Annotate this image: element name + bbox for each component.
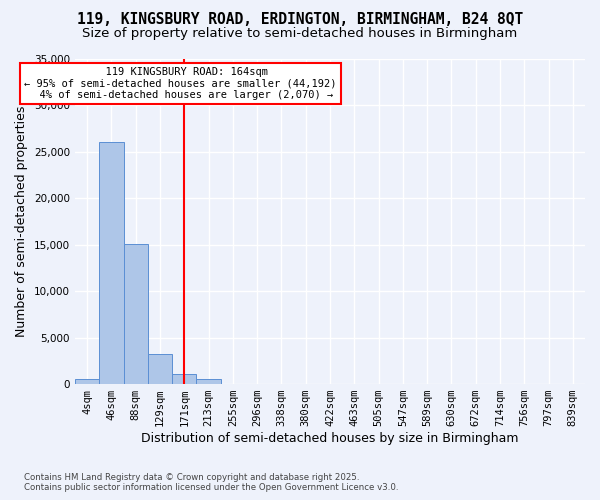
Text: 119 KINGSBURY ROAD: 164sqm
← 95% of semi-detached houses are smaller (44,192)
  : 119 KINGSBURY ROAD: 164sqm ← 95% of semi… <box>25 67 337 100</box>
Bar <box>75 380 99 384</box>
Y-axis label: Number of semi-detached properties: Number of semi-detached properties <box>16 106 28 337</box>
Text: Size of property relative to semi-detached houses in Birmingham: Size of property relative to semi-detach… <box>82 28 518 40</box>
X-axis label: Distribution of semi-detached houses by size in Birmingham: Distribution of semi-detached houses by … <box>141 432 519 445</box>
Text: 119, KINGSBURY ROAD, ERDINGTON, BIRMINGHAM, B24 8QT: 119, KINGSBURY ROAD, ERDINGTON, BIRMINGH… <box>77 12 523 28</box>
Bar <box>124 244 148 384</box>
Bar <box>196 378 221 384</box>
Bar <box>172 374 196 384</box>
Text: Contains HM Land Registry data © Crown copyright and database right 2025.
Contai: Contains HM Land Registry data © Crown c… <box>24 473 398 492</box>
Bar <box>99 142 124 384</box>
Bar <box>148 354 172 384</box>
